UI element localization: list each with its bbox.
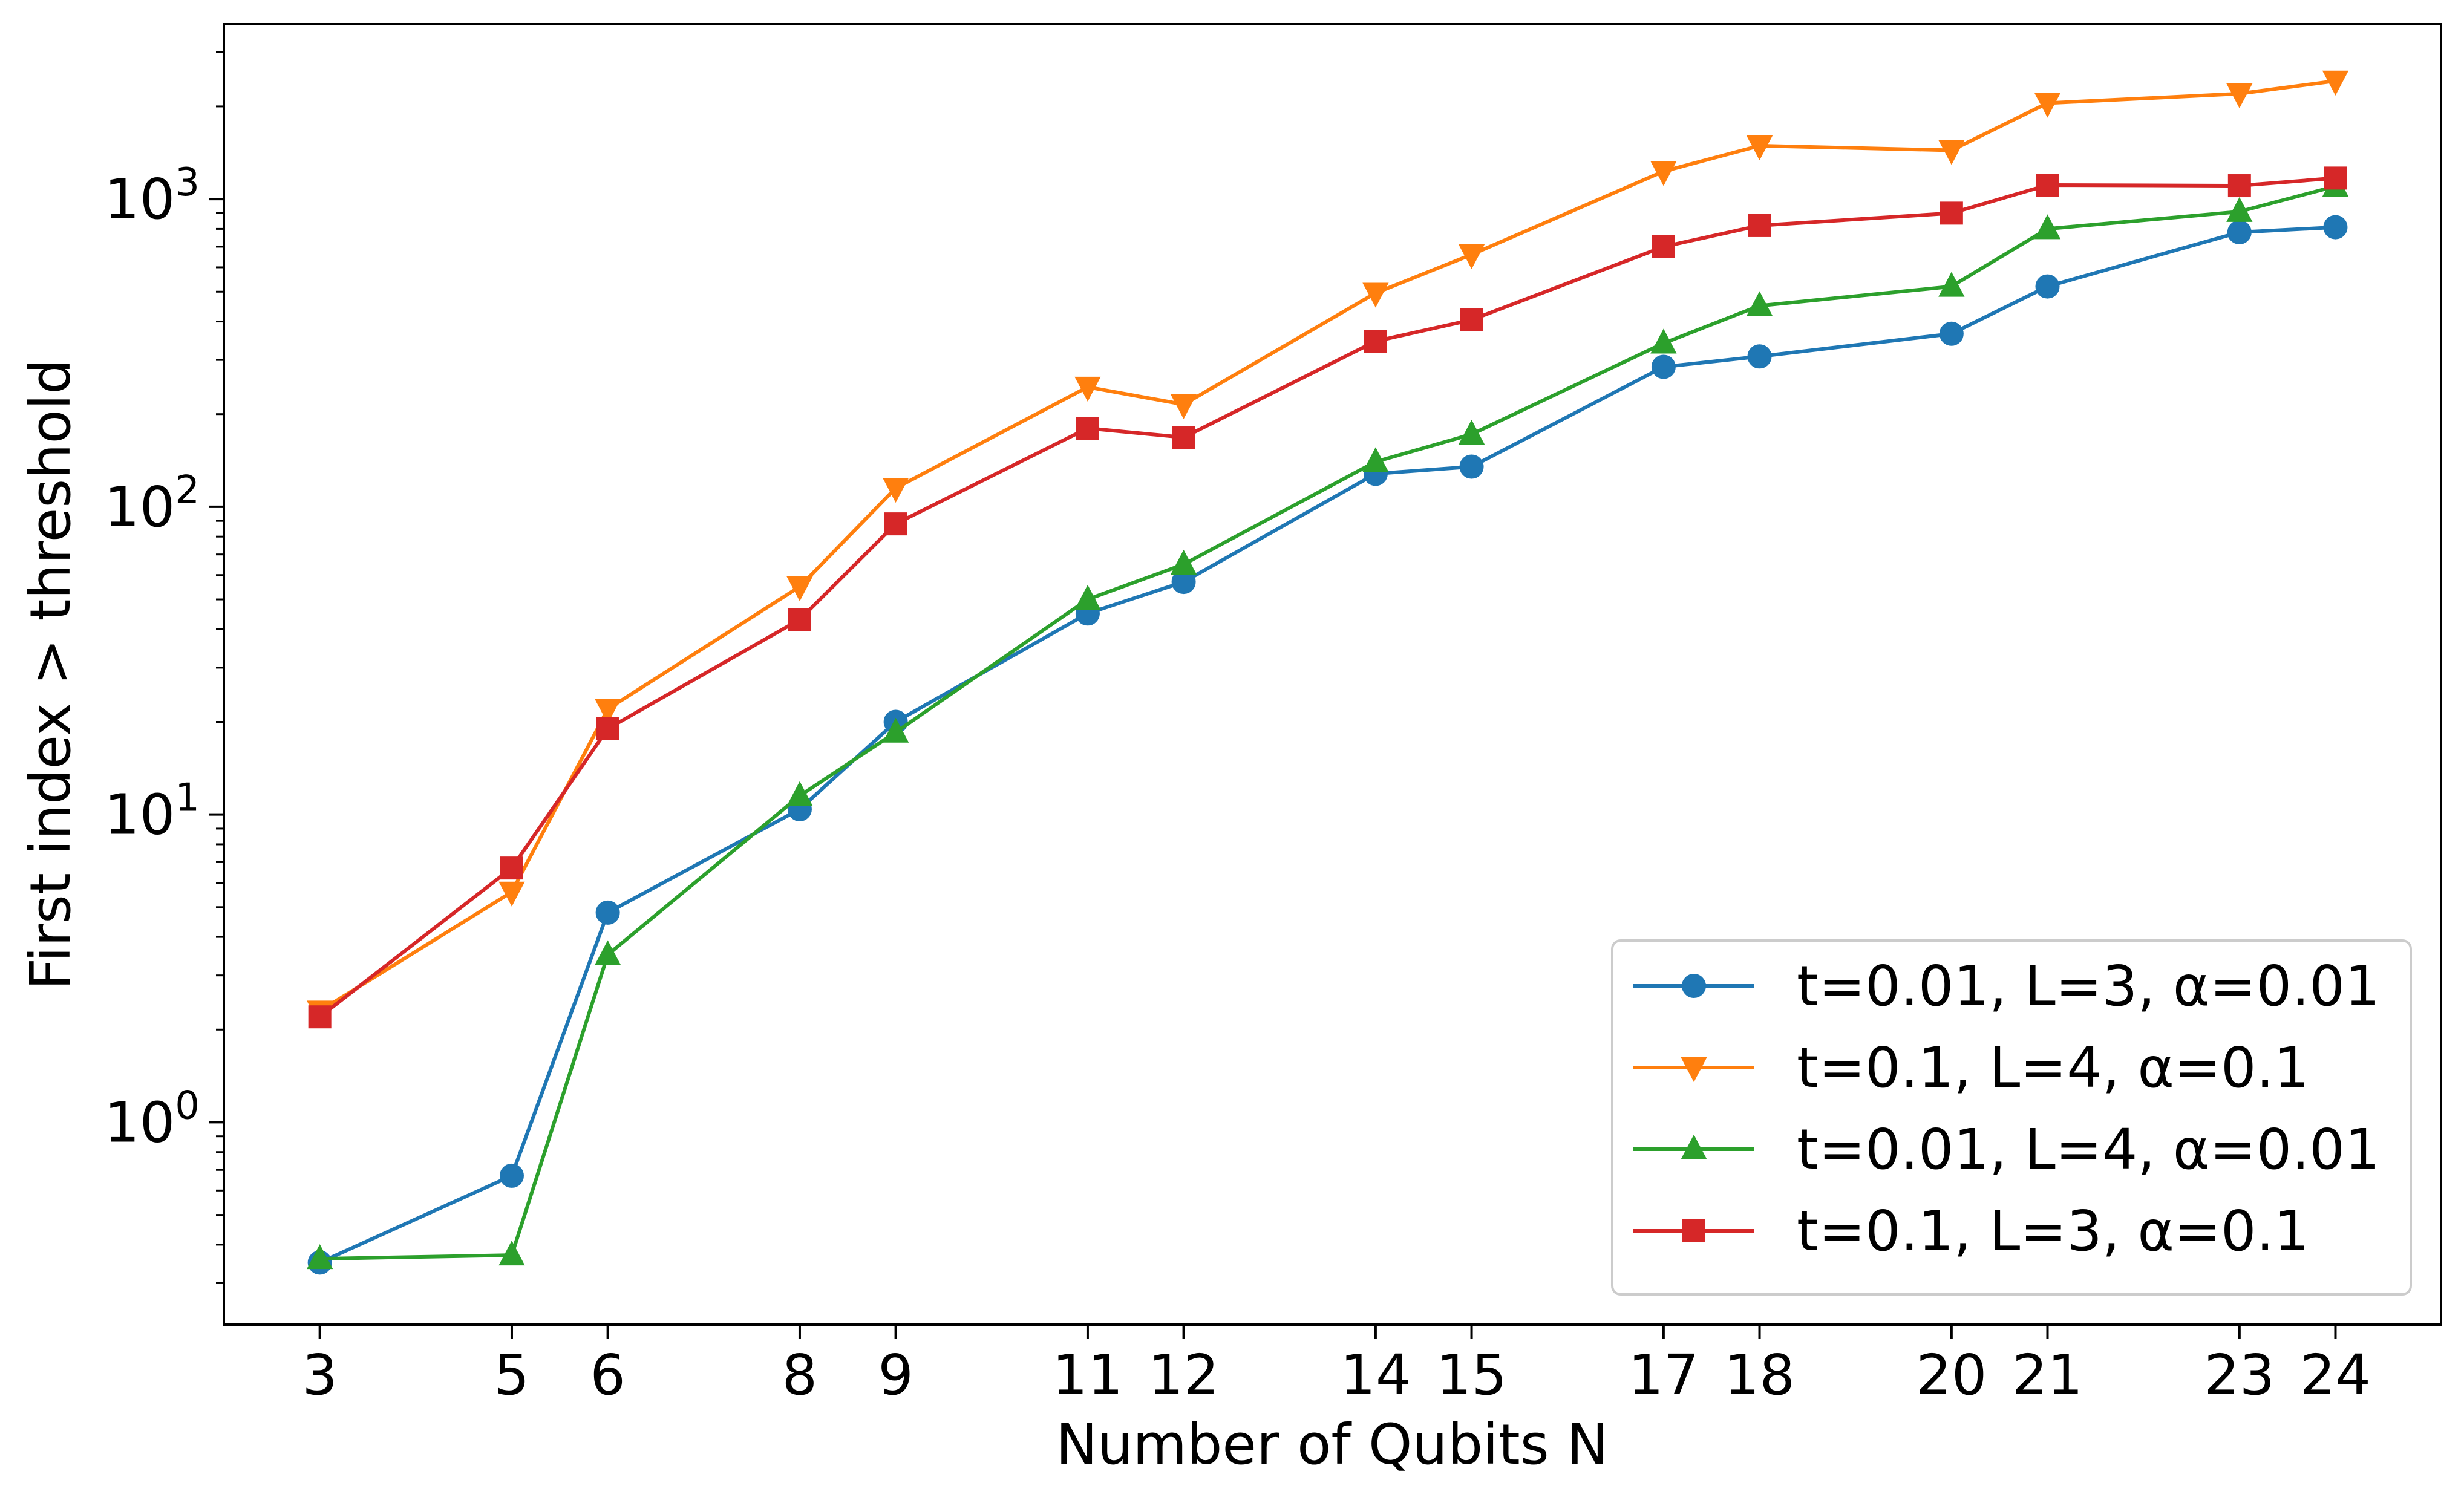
data-point — [596, 717, 619, 740]
data-point — [1458, 244, 1485, 270]
data-point — [884, 512, 907, 536]
series-layer — [307, 70, 2349, 1275]
data-point — [595, 900, 620, 925]
data-point — [594, 940, 621, 965]
data-point — [1746, 291, 1773, 316]
data-point — [1364, 330, 1387, 353]
data-point — [2226, 83, 2253, 109]
data-point — [499, 1163, 524, 1188]
x-tick-label: 20 — [1916, 1343, 1987, 1407]
x-tick-label: 12 — [1148, 1343, 1219, 1407]
x-tick-label: 6 — [590, 1343, 626, 1407]
x-tick-label: 15 — [1436, 1343, 1507, 1407]
x-tick-label: 3 — [302, 1343, 338, 1407]
legend-entry-3: t=0.01, L=4, α=0.01 — [1633, 1117, 2380, 1182]
data-point — [1650, 161, 1677, 186]
data-point — [1459, 454, 1484, 479]
y-tick-label: 102 — [104, 468, 200, 540]
data-point — [786, 781, 813, 806]
data-point — [1170, 549, 1197, 575]
legend-entry-2: t=0.1, L=4, α=0.1 — [1633, 1035, 2309, 1100]
y-tick-label: 101 — [104, 776, 200, 847]
legend-swatch-marker — [1681, 1134, 1707, 1159]
data-point — [498, 1240, 525, 1266]
data-point — [1074, 584, 1101, 610]
data-point — [2034, 214, 2061, 240]
x-axis-label: Number of Qubits N — [1056, 1412, 1609, 1477]
data-point — [882, 477, 909, 503]
data-point — [1748, 214, 1771, 237]
data-point — [2036, 174, 2059, 197]
x-tick-label: 5 — [494, 1343, 530, 1407]
series-4 — [308, 166, 2347, 1029]
legend-label: t=0.01, L=3, α=0.01 — [1797, 954, 2380, 1019]
data-point — [1938, 272, 1965, 297]
y-tick-label: 100 — [104, 1083, 200, 1155]
x-tick-label: 14 — [1340, 1343, 1411, 1407]
data-point — [2035, 274, 2060, 299]
legend-swatch-marker — [1682, 1219, 1705, 1242]
series-3 — [307, 171, 2349, 1270]
legend-label: t=0.1, L=4, α=0.1 — [1797, 1035, 2309, 1100]
x-tick-label: 17 — [1628, 1343, 1699, 1407]
y-axis-ticks: 100 101 102 103 — [104, 51, 224, 1284]
data-point — [1747, 344, 1772, 369]
data-point — [1746, 135, 1773, 161]
data-point — [308, 1005, 332, 1029]
data-point — [594, 699, 621, 724]
data-point — [786, 576, 813, 602]
y-tick-label: 103 — [104, 160, 200, 232]
data-point — [1939, 321, 1964, 346]
x-tick-label: 23 — [2204, 1343, 2275, 1407]
data-point — [1458, 419, 1485, 445]
x-axis-ticks: 3 5 6 8 9 11 12 14 15 17 18 20 21 23 24 — [302, 1325, 2371, 1407]
y-axis-label: First index > threshold — [18, 359, 83, 990]
data-point — [2322, 70, 2349, 96]
data-point — [500, 856, 523, 880]
x-tick-label: 9 — [878, 1343, 913, 1407]
data-point — [2226, 197, 2253, 222]
x-tick-label: 21 — [2012, 1343, 2083, 1407]
legend-entry-4: t=0.1, L=3, α=0.1 — [1633, 1199, 2309, 1264]
legend-entry-1: t=0.01, L=3, α=0.01 — [1633, 954, 2380, 1019]
data-point — [882, 717, 909, 743]
data-point — [1362, 447, 1389, 472]
x-tick-label: 11 — [1052, 1343, 1123, 1407]
data-point — [2227, 174, 2251, 198]
data-point — [1938, 140, 1965, 165]
data-point — [1172, 426, 1195, 449]
data-point — [2324, 166, 2347, 190]
data-point — [1170, 394, 1197, 419]
data-point — [2227, 220, 2252, 244]
data-point — [1652, 235, 1675, 258]
x-tick-label: 24 — [2300, 1343, 2371, 1407]
x-tick-label: 8 — [782, 1343, 818, 1407]
series-1 — [307, 215, 2348, 1275]
legend-swatch-marker — [1682, 974, 1706, 998]
legend-label: t=0.1, L=3, α=0.1 — [1797, 1199, 2309, 1264]
legend-label: t=0.01, L=4, α=0.01 — [1797, 1117, 2380, 1182]
data-point — [2323, 215, 2348, 240]
data-point — [1460, 308, 1483, 331]
legend: t=0.01, L=3, α=0.01 t=0.1, L=4, α=0.1 t=0.… — [1611, 939, 2412, 1296]
data-point — [498, 881, 525, 907]
data-point — [1076, 416, 1099, 440]
data-point — [788, 608, 811, 631]
legend-frame — [1611, 939, 2412, 1296]
data-point — [1650, 328, 1677, 354]
data-point — [307, 1244, 333, 1270]
data-point — [1074, 376, 1101, 402]
legend-swatch-marker — [1681, 1057, 1707, 1083]
data-point — [1940, 201, 1963, 225]
x-tick-label: 18 — [1724, 1343, 1795, 1407]
data-point — [1362, 282, 1389, 308]
data-point — [2034, 93, 2061, 118]
data-point — [1651, 354, 1676, 379]
